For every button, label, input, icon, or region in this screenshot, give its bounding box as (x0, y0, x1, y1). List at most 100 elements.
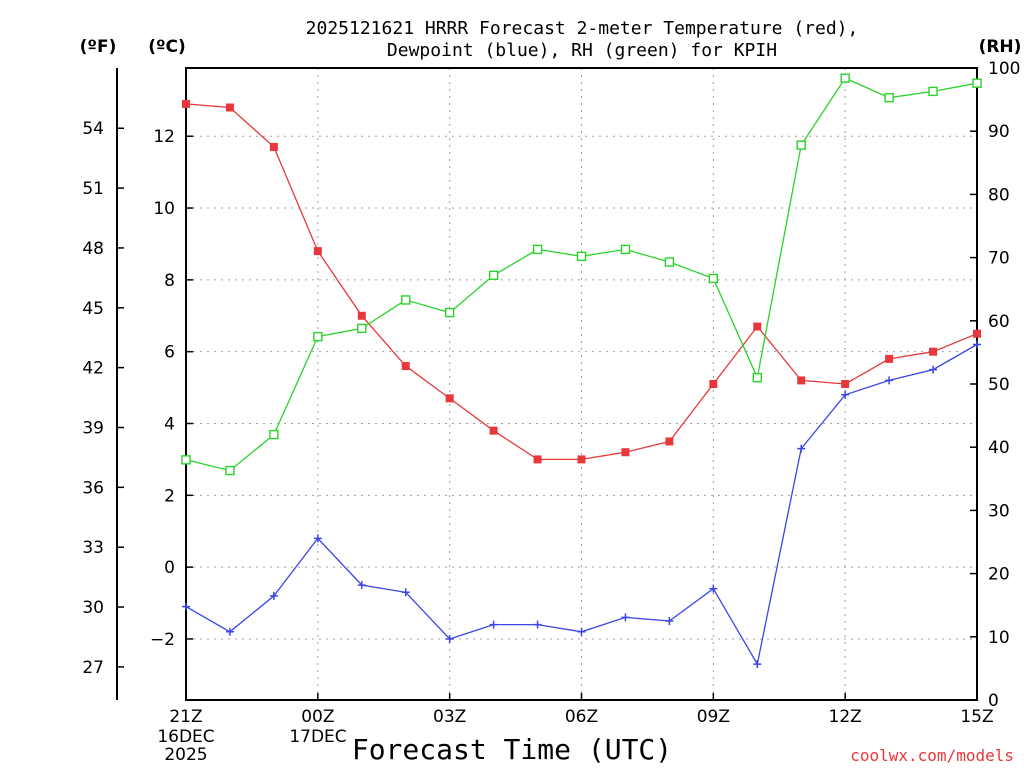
temperature-point (269, 143, 278, 151)
rh-point (181, 455, 191, 465)
dewpoint-point (709, 584, 718, 593)
dewpoint-point (269, 591, 278, 600)
temperature-point (841, 380, 850, 388)
rh-point (752, 372, 762, 383)
dewpoint-point (182, 602, 190, 611)
date-label-17dec: 17DEC (289, 727, 346, 747)
x-tick-label: 06Z (565, 707, 598, 727)
rh-point (357, 323, 367, 334)
rh-tick-label: 70 (988, 249, 1010, 269)
dewpoint-line (185, 343, 978, 666)
x-tick-label: 03Z (433, 707, 466, 727)
celsius-tick-label: 0 (164, 558, 175, 578)
dewpoint-point (489, 620, 498, 629)
x-tick-label: 09Z (697, 707, 730, 727)
rh-point (313, 331, 323, 342)
rh-tick-label: 100 (988, 59, 1020, 79)
temperature-point (665, 437, 674, 446)
dewpoint-point (841, 390, 850, 399)
fahrenheit-tick-label: 45 (82, 299, 104, 319)
temperature-point (973, 329, 981, 338)
rh-point (576, 251, 587, 262)
celsius-tick-label: 4 (164, 415, 175, 435)
rh-point (269, 429, 279, 440)
dewpoint-point (401, 588, 410, 597)
temperature-point (753, 322, 762, 331)
dewpoint-point (225, 627, 234, 636)
fahrenheit-unit-label: (ºF) (80, 37, 117, 57)
temperature-point (401, 362, 410, 371)
temperature-point (709, 380, 718, 388)
dewpoint-point (445, 634, 454, 643)
rh-tick-label: 0 (988, 691, 999, 711)
temperature-point (182, 99, 190, 108)
fahrenheit-tick-label: 54 (82, 119, 104, 139)
fahrenheit-tick-label: 42 (82, 359, 104, 379)
celsius-unit-label: (ºC) (148, 37, 186, 57)
rh-point (401, 295, 411, 305)
rh-point (620, 244, 631, 255)
rh-point (444, 307, 455, 318)
x-axis-label: Forecast Time (UTC) (352, 733, 672, 766)
celsius-tick-label: 8 (164, 271, 175, 291)
dewpoint-point (753, 660, 762, 669)
axes (116, 67, 978, 701)
celsius-tick-label: 6 (164, 343, 175, 363)
temperature-point (533, 455, 542, 464)
fahrenheit-tick-label: 27 (82, 658, 104, 678)
dewpoint-point (577, 627, 586, 636)
chart-title-line1: 2025121621 HRRR Forecast 2-meter Tempera… (306, 18, 859, 39)
chart-title-line2: Dewpoint (blue), RH (green) for KPIH (387, 40, 777, 61)
fahrenheit-tick-label: 39 (82, 418, 104, 438)
credit-text: coolwx.com/models (850, 746, 1014, 765)
rh-point (532, 244, 543, 255)
date-label-16dec: 16DEC (157, 727, 214, 747)
rh-point (840, 73, 850, 83)
rh-tick-label: 50 (988, 375, 1010, 395)
celsius-tick-label: 12 (153, 127, 175, 147)
rh-unit-label: (RH) (979, 37, 1022, 57)
celsius-tick-label: 10 (153, 199, 175, 219)
fahrenheit-tick-label: 33 (82, 538, 104, 558)
temperature-point (929, 347, 938, 356)
dewpoint-point (885, 376, 894, 385)
rh-point (884, 93, 894, 103)
fahrenheit-tick-label: 51 (82, 179, 104, 199)
temperature-point (313, 247, 322, 256)
rh-tick-label: 60 (988, 312, 1010, 332)
dewpoint-point (973, 340, 981, 349)
temperature-point (357, 311, 366, 320)
dewpoint-point (665, 617, 674, 625)
rh-tick-label: 40 (988, 438, 1010, 458)
temperature-point (577, 455, 586, 464)
rh-point (225, 465, 235, 476)
rh-point (488, 270, 499, 280)
rh-tick-label: 20 (988, 565, 1010, 585)
x-tick-label: 12Z (829, 707, 862, 727)
x-tick-label: 15Z (960, 707, 993, 727)
date-label-year: 2025 (164, 745, 207, 765)
rh-point (928, 86, 938, 97)
rh-point (664, 257, 675, 267)
rh-point (708, 273, 719, 284)
temperature-point (445, 394, 454, 403)
tick-labels: −2 0 2 4 6 8 10 12 27 30 33 36 39 42 45 48 51 54 0 10 20 30 40… (82, 59, 1020, 727)
dewpoint-point (621, 613, 630, 622)
celsius-tick-label: −2 (150, 630, 175, 650)
rh-point (796, 140, 806, 150)
rh-tick-label: 90 (988, 122, 1010, 142)
rh-tick-label: 80 (988, 185, 1010, 205)
temperature-point (489, 426, 498, 435)
temperature-line (185, 103, 978, 461)
fahrenheit-tick-label: 36 (82, 478, 104, 498)
data-series (181, 73, 982, 669)
dewpoint-point (797, 444, 806, 453)
temperature-point (885, 354, 894, 363)
temperature-point (621, 448, 630, 457)
x-tick-label: 00Z (301, 707, 334, 727)
dewpoint-point (313, 534, 322, 543)
fahrenheit-tick-label: 30 (82, 598, 104, 618)
rh-tick-label: 10 (988, 628, 1010, 648)
grid-lines (186, 68, 977, 700)
